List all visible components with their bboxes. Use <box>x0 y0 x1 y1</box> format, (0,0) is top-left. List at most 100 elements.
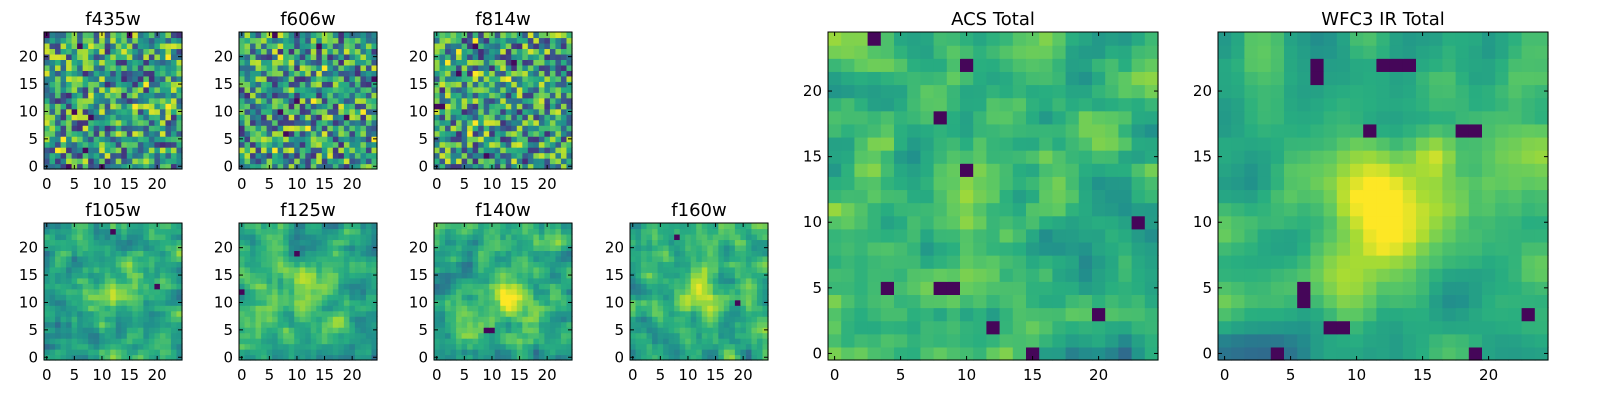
heatmap-cell <box>538 299 545 306</box>
heatmap-cell <box>456 86 463 93</box>
heatmap-cell <box>349 272 356 279</box>
heatmap-cell <box>137 239 144 246</box>
heatmap-cell <box>110 147 117 154</box>
heatmap-cell <box>646 305 653 312</box>
heatmap-cell <box>137 288 144 295</box>
heatmap-cell <box>641 349 648 356</box>
heatmap-cell <box>560 103 568 110</box>
heatmap-cell <box>630 316 637 323</box>
heatmap-cell <box>489 343 496 350</box>
heatmap-cell <box>327 53 334 60</box>
heatmap-cell <box>71 64 78 71</box>
heatmap-cell <box>349 239 356 246</box>
heatmap-cell <box>999 176 1014 191</box>
heatmap-cell <box>439 158 446 165</box>
heatmap-cell <box>137 255 144 262</box>
heatmap-cell <box>316 272 323 279</box>
heatmap-cell <box>1118 215 1133 230</box>
heatmap-cell <box>756 239 764 246</box>
heatmap-cell <box>533 233 540 241</box>
heatmap-cell <box>310 266 317 273</box>
heatmap-cell <box>165 255 172 262</box>
heatmap-cell <box>115 75 122 82</box>
heatmap-cell <box>60 272 67 279</box>
heatmap-cell <box>745 332 753 339</box>
heatmap-cell <box>723 255 730 262</box>
heatmap-cell <box>110 37 117 44</box>
heatmap-cell <box>674 261 681 268</box>
heatmap-cell <box>338 163 345 170</box>
heatmap-cell <box>630 261 637 268</box>
heatmap-cell <box>690 305 697 312</box>
heatmap-cell <box>439 228 446 235</box>
heatmap-cell <box>555 250 562 257</box>
heatmap-cell <box>505 261 512 268</box>
heatmap-cell <box>734 277 741 284</box>
heatmap-cell <box>44 125 51 132</box>
heatmap-cell <box>762 266 769 273</box>
heatmap-cell <box>701 233 708 241</box>
heatmap-cell <box>299 354 306 361</box>
heatmap-cell <box>494 354 501 361</box>
heatmap-cell <box>126 310 133 317</box>
heatmap-cell <box>467 75 474 82</box>
heatmap-cell <box>439 152 446 159</box>
heatmap-cell <box>712 310 719 317</box>
heatmap-cell <box>544 86 551 93</box>
heatmap-cell <box>305 86 312 93</box>
heatmap-cell <box>461 288 468 295</box>
heatmap-cell <box>148 108 155 115</box>
heatmap-cell <box>104 114 111 121</box>
heatmap-cell <box>154 343 161 350</box>
heatmap-cell <box>165 288 172 295</box>
heatmap-cell <box>332 136 339 143</box>
heatmap-cell <box>635 261 642 268</box>
heatmap-cell <box>365 125 373 132</box>
heatmap-cell <box>701 316 708 323</box>
heatmap-cell <box>332 119 339 126</box>
heatmap-cell <box>121 42 128 50</box>
heatmap-cell <box>472 272 479 279</box>
heatmap-cell <box>500 316 507 323</box>
heatmap-cell <box>635 233 642 241</box>
heatmap-cell <box>450 343 457 350</box>
heatmap-cell <box>505 343 512 350</box>
heatmap-cell <box>316 316 323 323</box>
heatmap-cell <box>154 141 161 148</box>
heatmap-cell <box>126 272 133 279</box>
heatmap-cell <box>148 70 155 77</box>
heatmap-cell <box>439 316 446 323</box>
heatmap-cell <box>170 92 178 99</box>
heatmap-cell <box>244 294 251 301</box>
heatmap-cell <box>707 332 714 339</box>
heatmap-cell <box>641 299 648 306</box>
heatmap-cell <box>137 48 144 55</box>
heatmap-cell <box>277 288 284 295</box>
heatmap-cell <box>360 349 367 356</box>
heatmap-cell <box>505 81 512 88</box>
heatmap-cell <box>283 141 290 148</box>
heatmap-cell <box>283 288 290 295</box>
heatmap-cell <box>132 163 139 170</box>
heatmap-cell <box>99 37 106 44</box>
heatmap-cell <box>66 277 73 284</box>
heatmap-cell <box>288 48 295 55</box>
heatmap-cell <box>250 48 257 55</box>
heatmap-cell <box>516 59 523 66</box>
heatmap-cell <box>170 327 178 334</box>
heatmap-cell <box>1039 307 1053 322</box>
heatmap-cell <box>533 228 540 235</box>
heatmap-cell <box>77 32 84 39</box>
heatmap-cell <box>299 283 306 290</box>
heatmap-cell <box>110 283 117 290</box>
heatmap-cell <box>560 239 568 246</box>
heatmap-cell <box>652 299 659 306</box>
heatmap-cell <box>696 288 703 295</box>
heatmap-cell <box>1105 163 1119 177</box>
heatmap-cell <box>305 125 312 132</box>
heatmap-cell <box>641 327 648 334</box>
heatmap-cell <box>960 255 974 269</box>
heatmap-cell <box>450 152 457 159</box>
heatmap-cell <box>77 343 84 350</box>
heatmap-cell <box>159 266 167 273</box>
